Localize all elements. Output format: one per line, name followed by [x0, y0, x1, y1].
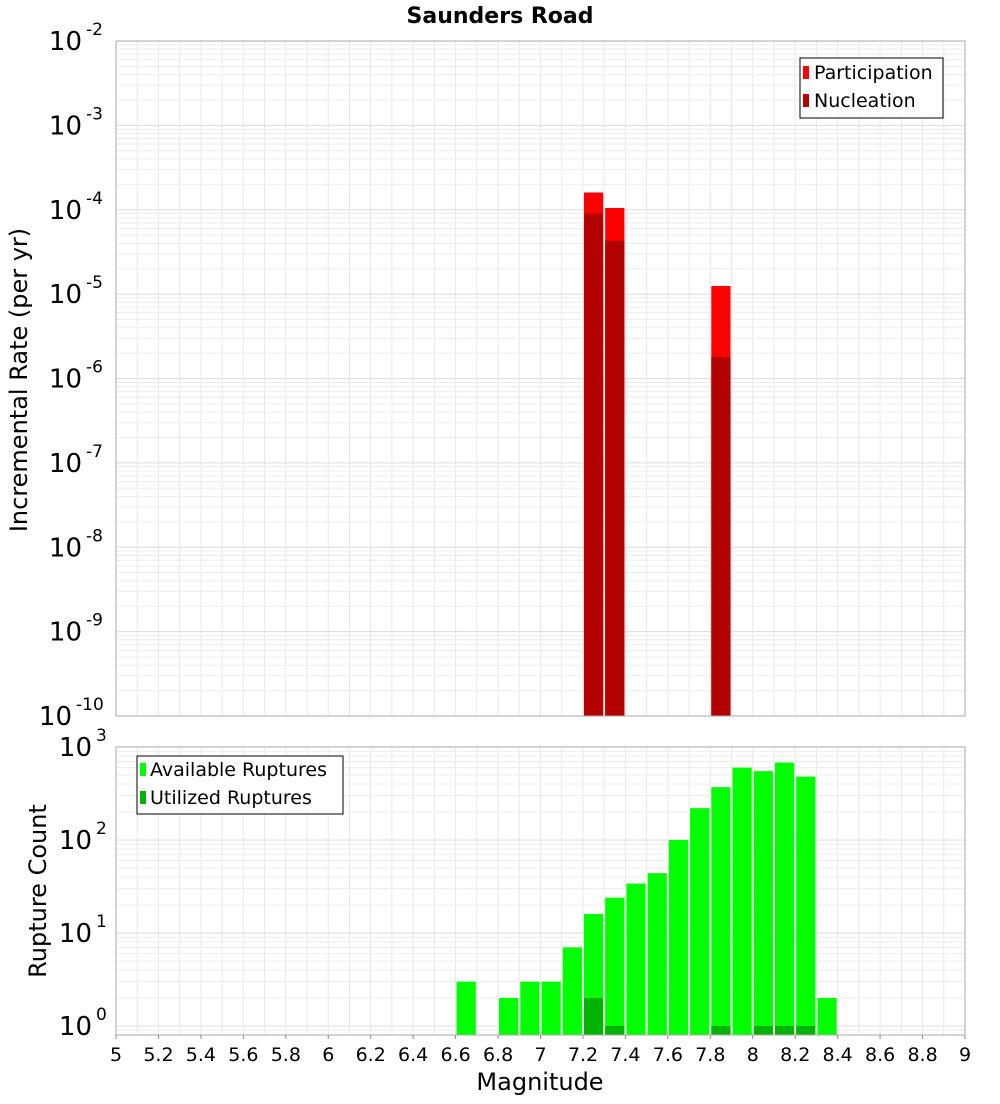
bar-available-ruptures — [541, 981, 561, 1035]
x-tick-label: 8.8 — [907, 1044, 937, 1066]
x-tick-label: 6.2 — [356, 1044, 386, 1066]
x-tick-label: 8.4 — [823, 1044, 853, 1066]
y-tick-exponent: -7 — [86, 442, 103, 462]
y-tick-label: 10 — [59, 1012, 92, 1042]
x-tick-label: 5.8 — [271, 1044, 301, 1066]
bar-available-ruptures — [774, 762, 795, 1035]
bottom-y-axis-label: Rupture Count — [24, 804, 52, 978]
bar-utilized-ruptures — [774, 1025, 795, 1035]
legend-available-swatch — [140, 763, 146, 776]
bar-available-ruptures — [499, 997, 519, 1035]
bar-utilized-ruptures — [605, 1025, 625, 1035]
bar-available-ruptures — [711, 787, 731, 1035]
legend-utilized-swatch — [140, 791, 146, 804]
legend-participation-swatch — [803, 66, 809, 79]
bar-available-ruptures — [690, 808, 710, 1035]
y-tick-exponent: -2 — [86, 20, 103, 40]
bar-available-ruptures — [753, 771, 773, 1035]
y-tick-exponent: -4 — [86, 189, 103, 209]
bottom-legend-box — [136, 755, 344, 815]
x-tick-label: 7.2 — [568, 1044, 598, 1066]
x-tick-label: 6.8 — [483, 1044, 513, 1066]
chart-title: Saunders Road — [407, 4, 594, 29]
top-y-tick-labels: 10-210-310-410-510-610-710-810-910-10 — [39, 20, 104, 732]
x-tick-label: 6 — [322, 1044, 334, 1066]
y-tick-label: 10 — [49, 533, 82, 563]
y-tick-exponent: 2 — [96, 819, 107, 839]
legend-available-label: Available Ruptures — [150, 759, 327, 781]
y-tick-label: 10 — [49, 449, 82, 479]
y-tick-label: 10 — [49, 111, 82, 141]
x-tick-labels: 5 5.2 5.4 5.6 5.8 6 6.2 6.4 6.6 6.8 7 7.2 7.4 7.6 7.8 8… — [110, 1035, 971, 1066]
bottom-legend: Available Ruptures Utilized Ruptures — [136, 755, 344, 815]
top-legend-box — [799, 57, 944, 119]
bar-nucleation — [711, 356, 731, 716]
y-tick-exponent: -6 — [86, 358, 103, 378]
bar-available-ruptures — [605, 897, 625, 1035]
bar-available-ruptures — [817, 997, 837, 1035]
bar-available-ruptures — [520, 981, 540, 1035]
top-plot-border — [115, 40, 966, 717]
x-tick-label: 8.6 — [865, 1044, 895, 1066]
y-tick-label: 10 — [49, 365, 82, 395]
x-tick-label: 5.4 — [186, 1044, 216, 1066]
legend-nucleation-swatch — [803, 94, 809, 107]
top-bars — [583, 192, 731, 717]
x-tick-label: 8 — [747, 1044, 759, 1066]
bar-available-ruptures — [796, 776, 816, 1035]
x-tick-label: 7.6 — [653, 1044, 683, 1066]
y-tick-exponent: -8 — [86, 526, 103, 546]
y-tick-label: 10 — [59, 826, 92, 856]
legend-participation-label: Participation — [814, 62, 933, 84]
y-tick-exponent: 3 — [96, 726, 107, 746]
y-tick-exponent: -9 — [86, 611, 103, 631]
x-tick-label: 7.4 — [610, 1044, 640, 1066]
legend-utilized-label: Utilized Ruptures — [150, 787, 312, 809]
x-tick-label: 9 — [959, 1044, 971, 1066]
y-tick-label: 10 — [39, 702, 72, 732]
y-tick-exponent: -10 — [76, 695, 104, 715]
x-tick-label: 6.4 — [398, 1044, 428, 1066]
bar-available-ruptures — [456, 981, 476, 1035]
bar-utilized-ruptures — [583, 997, 604, 1035]
top-y-axis-label: Incremental Rate (per yr) — [5, 228, 33, 532]
bar-available-ruptures — [732, 767, 752, 1035]
bar-nucleation — [605, 240, 625, 717]
top-gridlines — [116, 40, 965, 717]
bar-utilized-ruptures — [753, 1025, 773, 1035]
x-tick-label: 7.8 — [695, 1044, 725, 1066]
x-tick-label: 5.2 — [143, 1044, 173, 1066]
y-tick-label: 10 — [59, 919, 92, 949]
y-tick-exponent: -5 — [86, 273, 103, 293]
y-tick-exponent: 1 — [96, 912, 107, 932]
bar-utilized-ruptures — [796, 1025, 816, 1035]
x-tick-label: 6.6 — [440, 1044, 470, 1066]
bar-utilized-ruptures — [711, 1025, 731, 1035]
y-tick-label: 10 — [49, 27, 82, 57]
x-tick-label: 7 — [534, 1044, 546, 1066]
x-tick-label: 8.2 — [780, 1044, 810, 1066]
y-tick-label: 10 — [49, 280, 82, 310]
bar-available-ruptures — [668, 839, 689, 1035]
bar-available-ruptures — [647, 873, 667, 1035]
x-tick-label: 5.6 — [228, 1044, 258, 1066]
y-tick-exponent: 0 — [96, 1005, 107, 1025]
x-tick-label: 5 — [110, 1044, 122, 1066]
y-tick-label: 10 — [49, 196, 82, 226]
bar-nucleation — [583, 213, 604, 717]
y-tick-label: 10 — [49, 618, 82, 648]
x-axis-label: Magnitude — [476, 1068, 603, 1096]
y-tick-label: 10 — [59, 733, 92, 763]
bar-available-ruptures — [626, 883, 646, 1035]
bar-available-ruptures — [562, 947, 582, 1035]
top-legend: Participation Nucleation — [799, 57, 944, 119]
y-tick-exponent: -3 — [86, 104, 103, 124]
bottom-bars — [456, 762, 837, 1035]
legend-nucleation-label: Nucleation — [814, 90, 916, 112]
